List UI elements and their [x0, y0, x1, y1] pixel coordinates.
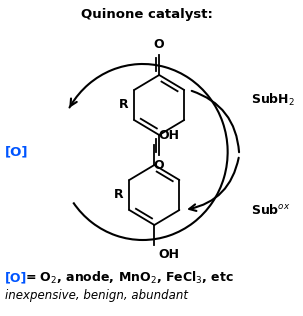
Text: OH: OH: [158, 248, 179, 261]
Text: [O]: [O]: [5, 271, 27, 284]
Text: R: R: [119, 99, 128, 112]
Text: [O]: [O]: [5, 145, 28, 159]
Text: inexpensive, benign, abundant: inexpensive, benign, abundant: [5, 289, 188, 301]
Text: Quinone catalyst:: Quinone catalyst:: [81, 8, 213, 21]
Text: Sub$^{ox}$: Sub$^{ox}$: [251, 203, 290, 217]
Text: = O$_2$, anode, MnO$_2$, FeCl$_3$, etc: = O$_2$, anode, MnO$_2$, FeCl$_3$, etc: [25, 270, 234, 286]
Text: SubH$_2$: SubH$_2$: [251, 92, 295, 108]
Text: O: O: [154, 38, 165, 51]
Text: R: R: [114, 189, 124, 202]
Text: O: O: [154, 159, 165, 172]
Text: OH: OH: [158, 129, 179, 142]
